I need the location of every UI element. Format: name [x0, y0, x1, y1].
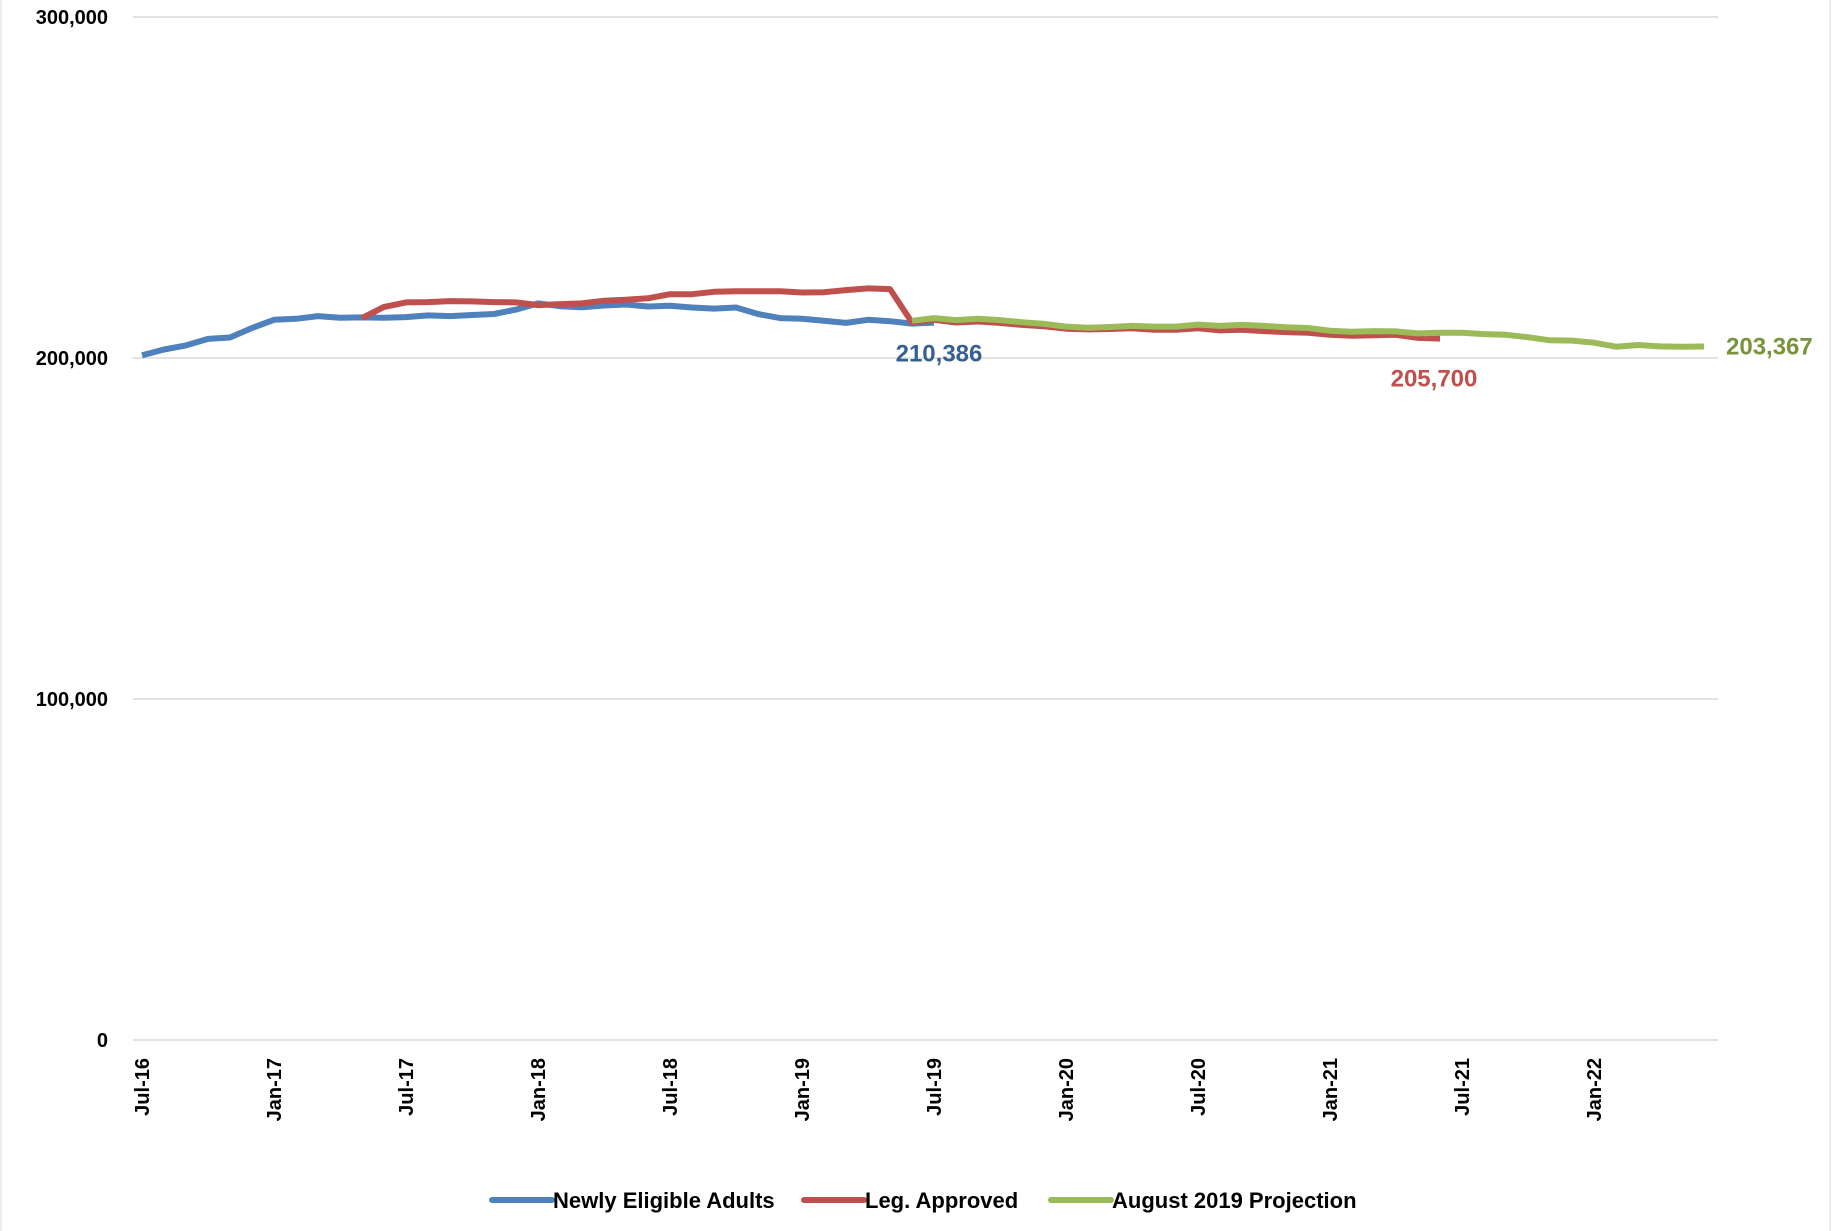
data-label-2: 203,367 — [1726, 334, 1813, 361]
x-tick-label: Jul-21 — [1452, 1058, 1474, 1116]
legend-label-2: August 2019 Projection — [1112, 1188, 1357, 1213]
gridlines — [133, 16, 1718, 1041]
data-labels: 210,386 205,700 203,367 — [896, 334, 1813, 393]
x-tick-label: Jan-17 — [264, 1058, 286, 1121]
x-tick-label: Jan-18 — [528, 1058, 550, 1121]
x-tick-label: Jan-21 — [1320, 1058, 1342, 1121]
legend-label-0: Newly Eligible Adults — [553, 1188, 775, 1213]
y-tick-label: 0 — [97, 1030, 108, 1052]
legend: Newly Eligible Adults Leg. Approved August… — [489, 1188, 1357, 1213]
series-line-1 — [360, 285, 1441, 342]
x-tick-label: Jul-20 — [1188, 1058, 1210, 1116]
legend-label-1: Leg. Approved — [865, 1188, 1018, 1213]
x-tick-label: Jan-22 — [1584, 1058, 1606, 1121]
series-lines — [141, 285, 1705, 359]
x-tick-label: Jul-19 — [924, 1058, 946, 1116]
x-tick-label: Jul-18 — [660, 1058, 682, 1116]
series-line-2 — [911, 315, 1705, 350]
y-tick-label: 300,000 — [36, 7, 108, 29]
x-tick-label: Jul-16 — [132, 1058, 154, 1116]
data-label-0: 210,386 — [896, 341, 983, 368]
x-tick-label: Jan-20 — [1056, 1058, 1078, 1121]
x-tick-label: Jan-19 — [792, 1058, 814, 1121]
y-axis-tick-labels: 0 100,000 200,000 300,000 — [36, 7, 108, 1052]
data-label-1: 205,700 — [1391, 366, 1478, 393]
x-axis-tick-labels: Jul-16 Jan-17 Jul-17 Jan-18 Jul-18 Jan-19 Jul-… — [132, 1058, 1606, 1121]
x-tick-label: Jul-17 — [396, 1058, 418, 1116]
y-tick-label: 200,000 — [36, 348, 108, 370]
y-tick-label: 100,000 — [36, 689, 108, 711]
